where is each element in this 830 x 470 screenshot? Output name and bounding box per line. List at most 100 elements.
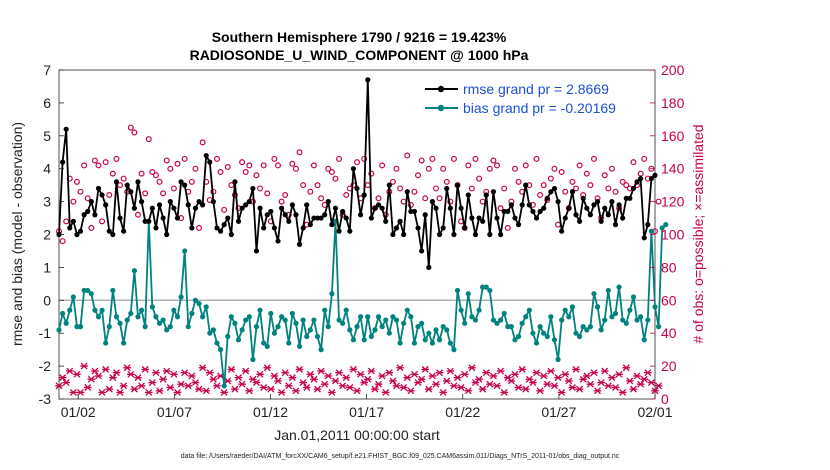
bias-point <box>451 347 457 353</box>
assimilated-marker <box>144 388 153 396</box>
bias-point <box>616 284 622 290</box>
bias-point <box>121 340 127 346</box>
rmse-point <box>192 205 199 211</box>
assimilated-marker <box>593 387 602 395</box>
rmse-point <box>480 218 486 224</box>
assimilated-marker <box>604 382 613 390</box>
rmse-point <box>239 205 245 211</box>
assimilated-marker <box>507 377 516 385</box>
possible-marker <box>354 159 361 166</box>
assimilated-marker <box>521 385 530 393</box>
rmse-point <box>548 189 554 195</box>
assimilated-marker <box>518 365 526 373</box>
bias-point <box>501 310 507 317</box>
rmse-point <box>329 222 335 228</box>
rmse-point <box>221 222 227 228</box>
possible-marker <box>605 185 612 192</box>
rmse-point <box>472 231 479 238</box>
rmse-point <box>174 215 181 221</box>
rmse-point <box>261 225 267 231</box>
rmse-point <box>117 215 123 221</box>
possible-marker <box>253 172 260 179</box>
assimilated-marker <box>647 379 656 387</box>
bias-point <box>609 314 615 320</box>
bias-point <box>160 317 166 323</box>
rmse-point <box>322 212 328 218</box>
assimilated-marker <box>148 379 157 387</box>
bias-point <box>580 324 586 330</box>
assimilated-marker <box>396 364 404 372</box>
possible-marker <box>109 170 116 177</box>
rmse-point <box>630 185 637 192</box>
assimilated-marker <box>547 367 555 375</box>
bias-point <box>498 317 504 323</box>
assimilated-marker <box>493 382 501 390</box>
rmse-point <box>135 179 141 185</box>
rmse-point <box>228 231 234 238</box>
assimilated-marker <box>575 385 584 393</box>
bias-point <box>257 307 263 313</box>
x-axis: 01/02 01/07 01/12 01/17 01/22 01/27 02/01 <box>61 394 673 420</box>
rmse-point <box>440 225 446 231</box>
legend-rmse-marker <box>437 85 445 93</box>
rmse-point <box>419 248 425 254</box>
rmse-point <box>314 215 321 221</box>
possible-marker <box>145 136 152 143</box>
assimilated-marker <box>392 382 401 390</box>
possible-marker <box>239 159 246 166</box>
y2-axis-label: # of obs: o=possible; ×=assimilated <box>690 124 706 343</box>
bias-point <box>253 324 260 330</box>
bias-point <box>235 337 242 343</box>
assimilated-marker <box>73 370 81 378</box>
bias-point <box>171 307 177 313</box>
possible-marker <box>494 162 501 169</box>
bias-point <box>67 307 73 313</box>
x-tick-label: 01/12 <box>253 404 288 420</box>
bias-point <box>641 337 647 343</box>
possible-marker <box>131 129 138 136</box>
assimilated-marker <box>91 367 99 375</box>
x-tick-label: 01/22 <box>445 404 480 420</box>
rmse-point <box>436 231 443 238</box>
rmse-point <box>401 231 407 238</box>
assimilated-marker <box>173 388 182 396</box>
possible-marker <box>99 218 106 225</box>
bias-point <box>225 333 231 340</box>
rmse-point <box>462 225 468 231</box>
rmse-point <box>196 199 202 205</box>
rmse-point <box>207 159 213 165</box>
bias-point <box>117 320 123 326</box>
assimilated-marker <box>98 388 106 396</box>
bias-point <box>261 340 267 346</box>
bias-point <box>562 307 568 313</box>
bias-point <box>167 324 173 330</box>
bias-point <box>573 330 579 336</box>
rmse-point <box>386 182 392 188</box>
bias-point <box>645 317 651 323</box>
rmse-point <box>594 199 601 205</box>
assimilated-marker <box>417 375 426 383</box>
possible-marker <box>95 162 102 169</box>
bias-point <box>246 314 252 320</box>
rmse-point <box>505 208 511 215</box>
assimilated-marker <box>529 379 537 387</box>
y2-tick-label: 140 <box>661 161 685 177</box>
assimilated-marker <box>227 365 236 373</box>
possible-marker <box>221 206 228 213</box>
bias-point <box>142 324 148 330</box>
assimilated-marker <box>267 385 275 393</box>
possible-marker <box>547 175 554 182</box>
rmse-point <box>95 185 102 192</box>
rmse-point <box>648 175 655 182</box>
assimilated-marker <box>403 374 412 382</box>
assimilated-marker <box>539 372 548 380</box>
bias-point <box>419 320 425 326</box>
assimilated-marker <box>313 385 322 393</box>
assimilated-marker <box>295 365 304 373</box>
rmse-point <box>397 218 403 224</box>
rmse-point <box>641 235 647 241</box>
rmse-point <box>454 182 461 188</box>
possible-marker <box>70 198 77 205</box>
bias-point <box>322 307 328 313</box>
bias-point <box>196 300 202 307</box>
